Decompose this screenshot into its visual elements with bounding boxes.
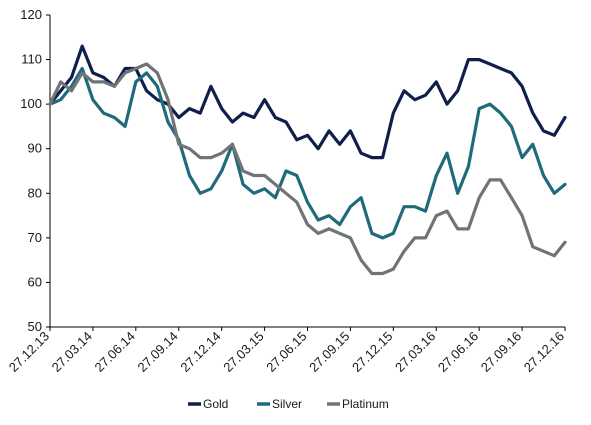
y-tick-label: 60	[28, 274, 42, 289]
y-tick-label: 90	[28, 141, 42, 156]
x-tick-label: 27.12.16	[521, 329, 567, 375]
plot-area	[48, 44, 567, 276]
legend-label-gold: Gold	[203, 397, 228, 411]
x-tick-label: 27.09.15	[306, 329, 352, 375]
x-tick-label: 27.03.16	[392, 329, 438, 375]
x-tick-label: 27.06.16	[435, 329, 481, 375]
legend-label-silver: Silver	[272, 397, 302, 411]
x-tick-label: 27.12.15	[349, 329, 395, 375]
x-tick-label: 27.03.14	[49, 329, 95, 375]
y-tick-label: 120	[20, 7, 42, 22]
series-line-platinum	[48, 62, 567, 276]
series-line-silver	[48, 66, 567, 240]
x-tick-label: 27.06.15	[263, 329, 309, 375]
y-tick-label: 50	[28, 319, 42, 334]
y-tick-label: 70	[28, 230, 42, 245]
series-line-gold	[48, 44, 567, 160]
x-tick-label: 27.12.14	[177, 329, 223, 375]
x-tick-label: 27.09.14	[134, 329, 180, 375]
y-tick-label: 80	[28, 185, 42, 200]
y-tick-label: 100	[20, 96, 42, 111]
x-tick-label: 27.06.14	[92, 329, 138, 375]
legend: Gold Silver Platinum	[188, 397, 389, 411]
y-tick-label: 110	[21, 52, 42, 67]
x-tick-label: 27.12.13	[6, 329, 52, 375]
x-tick-label: 27.03.15	[220, 329, 266, 375]
legend-label-platinum: Platinum	[342, 397, 389, 411]
x-tick-label: 27.09.16	[478, 329, 524, 375]
